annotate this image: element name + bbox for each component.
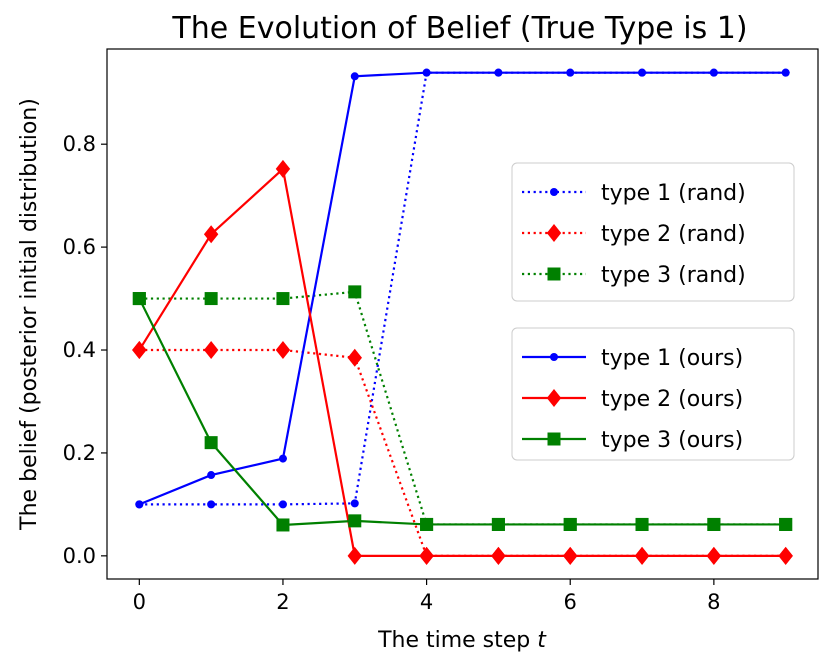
x-axis: 0 2 4 6 8 <box>133 579 721 614</box>
data-point <box>781 68 790 77</box>
x-tick-label: 0 <box>133 590 146 614</box>
legend-entry: type 1 (ours) <box>522 346 743 371</box>
data-point <box>276 518 290 532</box>
series-layer <box>132 68 793 565</box>
legend-marker <box>550 353 558 361</box>
legend-marker <box>547 432 561 446</box>
series-type-1-ours <box>135 68 790 509</box>
legend-label: type 3 (rand) <box>601 263 746 288</box>
y-tick-label: 0.4 <box>63 338 96 362</box>
y-axis-label: The belief (posterior initial distributi… <box>17 98 42 531</box>
series-line <box>138 71 786 506</box>
data-point <box>203 225 219 244</box>
data-point <box>204 292 218 306</box>
x-tick-label: 6 <box>564 590 577 614</box>
data-point <box>350 499 359 508</box>
plot-frame <box>106 48 819 580</box>
chart-title: The Evolution of Belief (True Type is 1) <box>171 11 747 46</box>
legend-label: type 1 (rand) <box>601 181 746 206</box>
data-point <box>491 517 505 531</box>
data-point <box>635 517 649 531</box>
data-point <box>278 500 287 509</box>
legend-label: type 2 (ours) <box>601 387 743 412</box>
data-point <box>420 517 434 531</box>
data-point <box>491 546 506 565</box>
y-axis: 0.0 0.2 0.4 0.6 0.8 <box>63 132 107 568</box>
data-point <box>563 517 577 531</box>
data-point <box>204 436 218 450</box>
y-tick-label: 0.0 <box>63 544 96 568</box>
data-point <box>275 159 291 178</box>
legend-marker <box>547 267 561 281</box>
data-point <box>132 292 146 306</box>
data-point <box>135 500 144 509</box>
data-point <box>207 471 216 480</box>
legend-entry: type 2 (rand) <box>522 222 746 247</box>
series-type-2-ours <box>132 159 793 565</box>
legend-ours: type 1 (ours) type 2 (ours) type 3 (ours) <box>511 327 795 461</box>
data-point <box>203 341 219 360</box>
legend-frame <box>511 162 795 302</box>
data-point <box>778 546 793 565</box>
data-point <box>563 546 578 565</box>
legend-entry: type 3 (rand) <box>522 263 746 288</box>
y-tick-label: 0.6 <box>63 235 96 259</box>
legend-marker <box>550 188 558 196</box>
x-axis-label-var: t <box>537 628 547 653</box>
legend-rand: type 1 (rand) type 2 (rand) type 3 (rand) <box>511 162 795 302</box>
data-point <box>348 514 362 528</box>
series-type-3-ours <box>132 292 793 532</box>
data-point <box>422 68 431 77</box>
data-point <box>779 517 793 531</box>
legend-entry: type 2 (ours) <box>522 387 743 412</box>
legend-marker <box>546 224 562 242</box>
data-point <box>638 68 647 77</box>
x-axis-label: The time step t <box>377 628 547 653</box>
data-point <box>494 68 503 77</box>
legend-frame <box>511 327 795 461</box>
data-point <box>709 68 718 77</box>
data-point <box>348 285 362 299</box>
series-line <box>138 298 786 527</box>
x-tick-label: 2 <box>276 590 289 614</box>
data-point <box>207 500 216 509</box>
data-point <box>132 341 147 360</box>
legend-label: type 2 (rand) <box>601 222 746 247</box>
data-point <box>347 546 362 565</box>
data-point <box>347 348 362 367</box>
data-point <box>350 72 359 81</box>
legend-label: type 1 (ours) <box>601 346 743 371</box>
x-tick-label: 8 <box>707 590 720 614</box>
legend-entry: type 3 (ours) <box>522 428 743 453</box>
data-point <box>419 546 434 565</box>
x-tick-label: 4 <box>420 590 433 614</box>
data-point <box>707 517 721 531</box>
series-line <box>138 166 786 557</box>
legend-entry: type 1 (rand) <box>522 181 746 206</box>
data-point <box>634 546 650 565</box>
y-tick-label: 0.8 <box>63 132 96 156</box>
legend-label: type 3 (ours) <box>601 428 743 453</box>
data-point <box>706 546 722 565</box>
data-point <box>276 292 290 306</box>
legend-marker <box>546 389 562 407</box>
data-point <box>275 341 291 360</box>
data-point <box>566 68 575 77</box>
x-axis-label-text: The time step <box>377 628 530 653</box>
data-point <box>278 454 287 463</box>
y-tick-label: 0.2 <box>63 441 96 465</box>
plot-area <box>107 49 818 579</box>
